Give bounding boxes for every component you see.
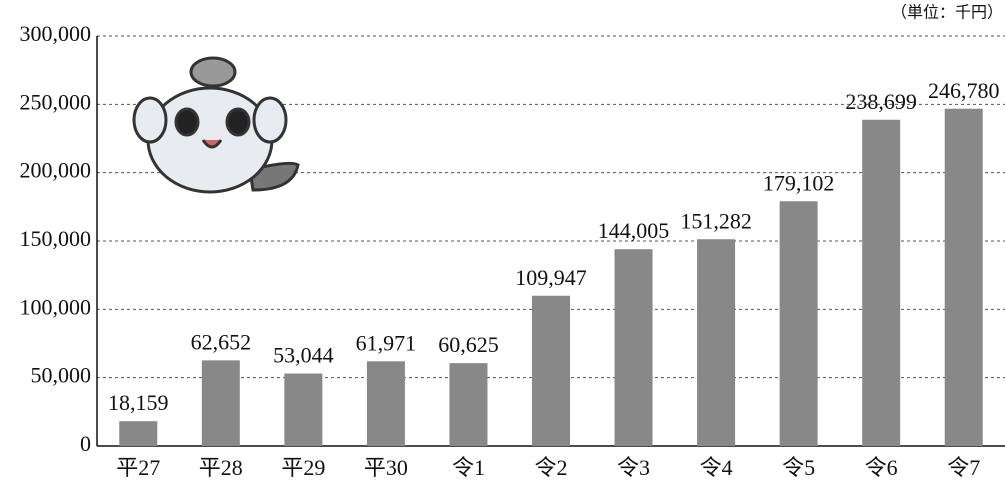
bar: [697, 239, 736, 446]
x-tick-label: 令7: [947, 455, 980, 480]
y-tick-label: 150,000: [20, 226, 92, 251]
value-label: 62,652: [191, 329, 252, 354]
x-tick-label: 平30: [364, 455, 408, 480]
bar: [614, 249, 653, 446]
mascot: [132, 56, 300, 194]
value-label: 18,159: [108, 390, 169, 415]
unit-note: （単位：千円）: [891, 4, 1003, 22]
bar: [201, 360, 240, 446]
x-tick-label: 令3: [617, 455, 650, 480]
value-label: 246,780: [928, 78, 1000, 103]
value-label: 179,102: [763, 170, 835, 195]
y-tick-label: 0: [80, 431, 91, 456]
mascot-hat: [189, 56, 237, 88]
bar: [119, 421, 158, 446]
mascot-mouth: [201, 139, 223, 149]
mascot-ear: [132, 96, 168, 144]
x-tick-label: 令5: [782, 455, 815, 480]
y-tick-label: 50,000: [31, 363, 92, 388]
value-label: 151,282: [680, 208, 752, 233]
y-tick-label: 250,000: [20, 89, 92, 114]
x-tick-label: 令4: [700, 455, 733, 480]
value-label: 144,005: [598, 218, 670, 243]
bar: [449, 363, 488, 446]
mascot-eye: [225, 107, 251, 137]
bar: [862, 119, 901, 447]
value-label: 238,699: [845, 89, 917, 114]
y-tick-label: 200,000: [20, 158, 92, 183]
bar: [532, 295, 570, 446]
x-tick-label: 令2: [534, 455, 567, 480]
x-tick-label: 令6: [865, 455, 898, 480]
x-tick-label: 平27: [116, 455, 160, 480]
bar: [944, 108, 983, 446]
bar: [779, 201, 818, 446]
bar: [284, 373, 323, 446]
y-tick-label: 300,000: [20, 21, 92, 46]
value-label: 61,971: [356, 330, 417, 355]
mascot-ear: [252, 96, 288, 144]
value-label: 60,625: [438, 332, 499, 357]
mascot-eye: [174, 107, 200, 137]
y-tick-label: 100,000: [20, 294, 92, 319]
x-tick-label: 平29: [281, 455, 325, 480]
bar: [366, 361, 405, 446]
value-label: 53,044: [273, 343, 334, 368]
value-label: 109,947: [515, 265, 587, 290]
x-tick-label: 平28: [199, 455, 243, 480]
x-tick-label: 令1: [452, 455, 485, 480]
